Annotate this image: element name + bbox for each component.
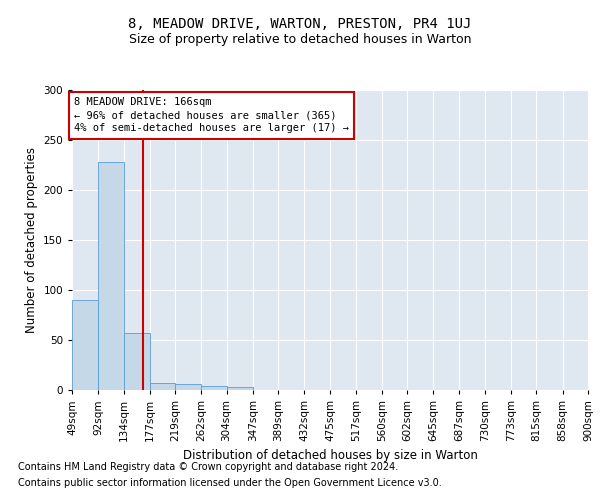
Bar — [98, 162, 124, 390]
Text: Contains public sector information licensed under the Open Government Licence v3: Contains public sector information licen… — [18, 478, 442, 488]
Bar — [72, 300, 98, 390]
Text: Contains HM Land Registry data © Crown copyright and database right 2024.: Contains HM Land Registry data © Crown c… — [18, 462, 398, 472]
Bar — [201, 386, 227, 390]
X-axis label: Distribution of detached houses by size in Warton: Distribution of detached houses by size … — [182, 450, 478, 462]
Text: 8 MEADOW DRIVE: 166sqm
← 96% of detached houses are smaller (365)
4% of semi-det: 8 MEADOW DRIVE: 166sqm ← 96% of detached… — [74, 97, 349, 134]
Text: Size of property relative to detached houses in Warton: Size of property relative to detached ho… — [129, 32, 471, 46]
Bar — [149, 383, 175, 390]
Bar — [124, 333, 149, 390]
Text: 8, MEADOW DRIVE, WARTON, PRESTON, PR4 1UJ: 8, MEADOW DRIVE, WARTON, PRESTON, PR4 1U… — [128, 18, 472, 32]
Bar — [175, 384, 201, 390]
Bar — [227, 387, 253, 390]
Y-axis label: Number of detached properties: Number of detached properties — [25, 147, 38, 333]
